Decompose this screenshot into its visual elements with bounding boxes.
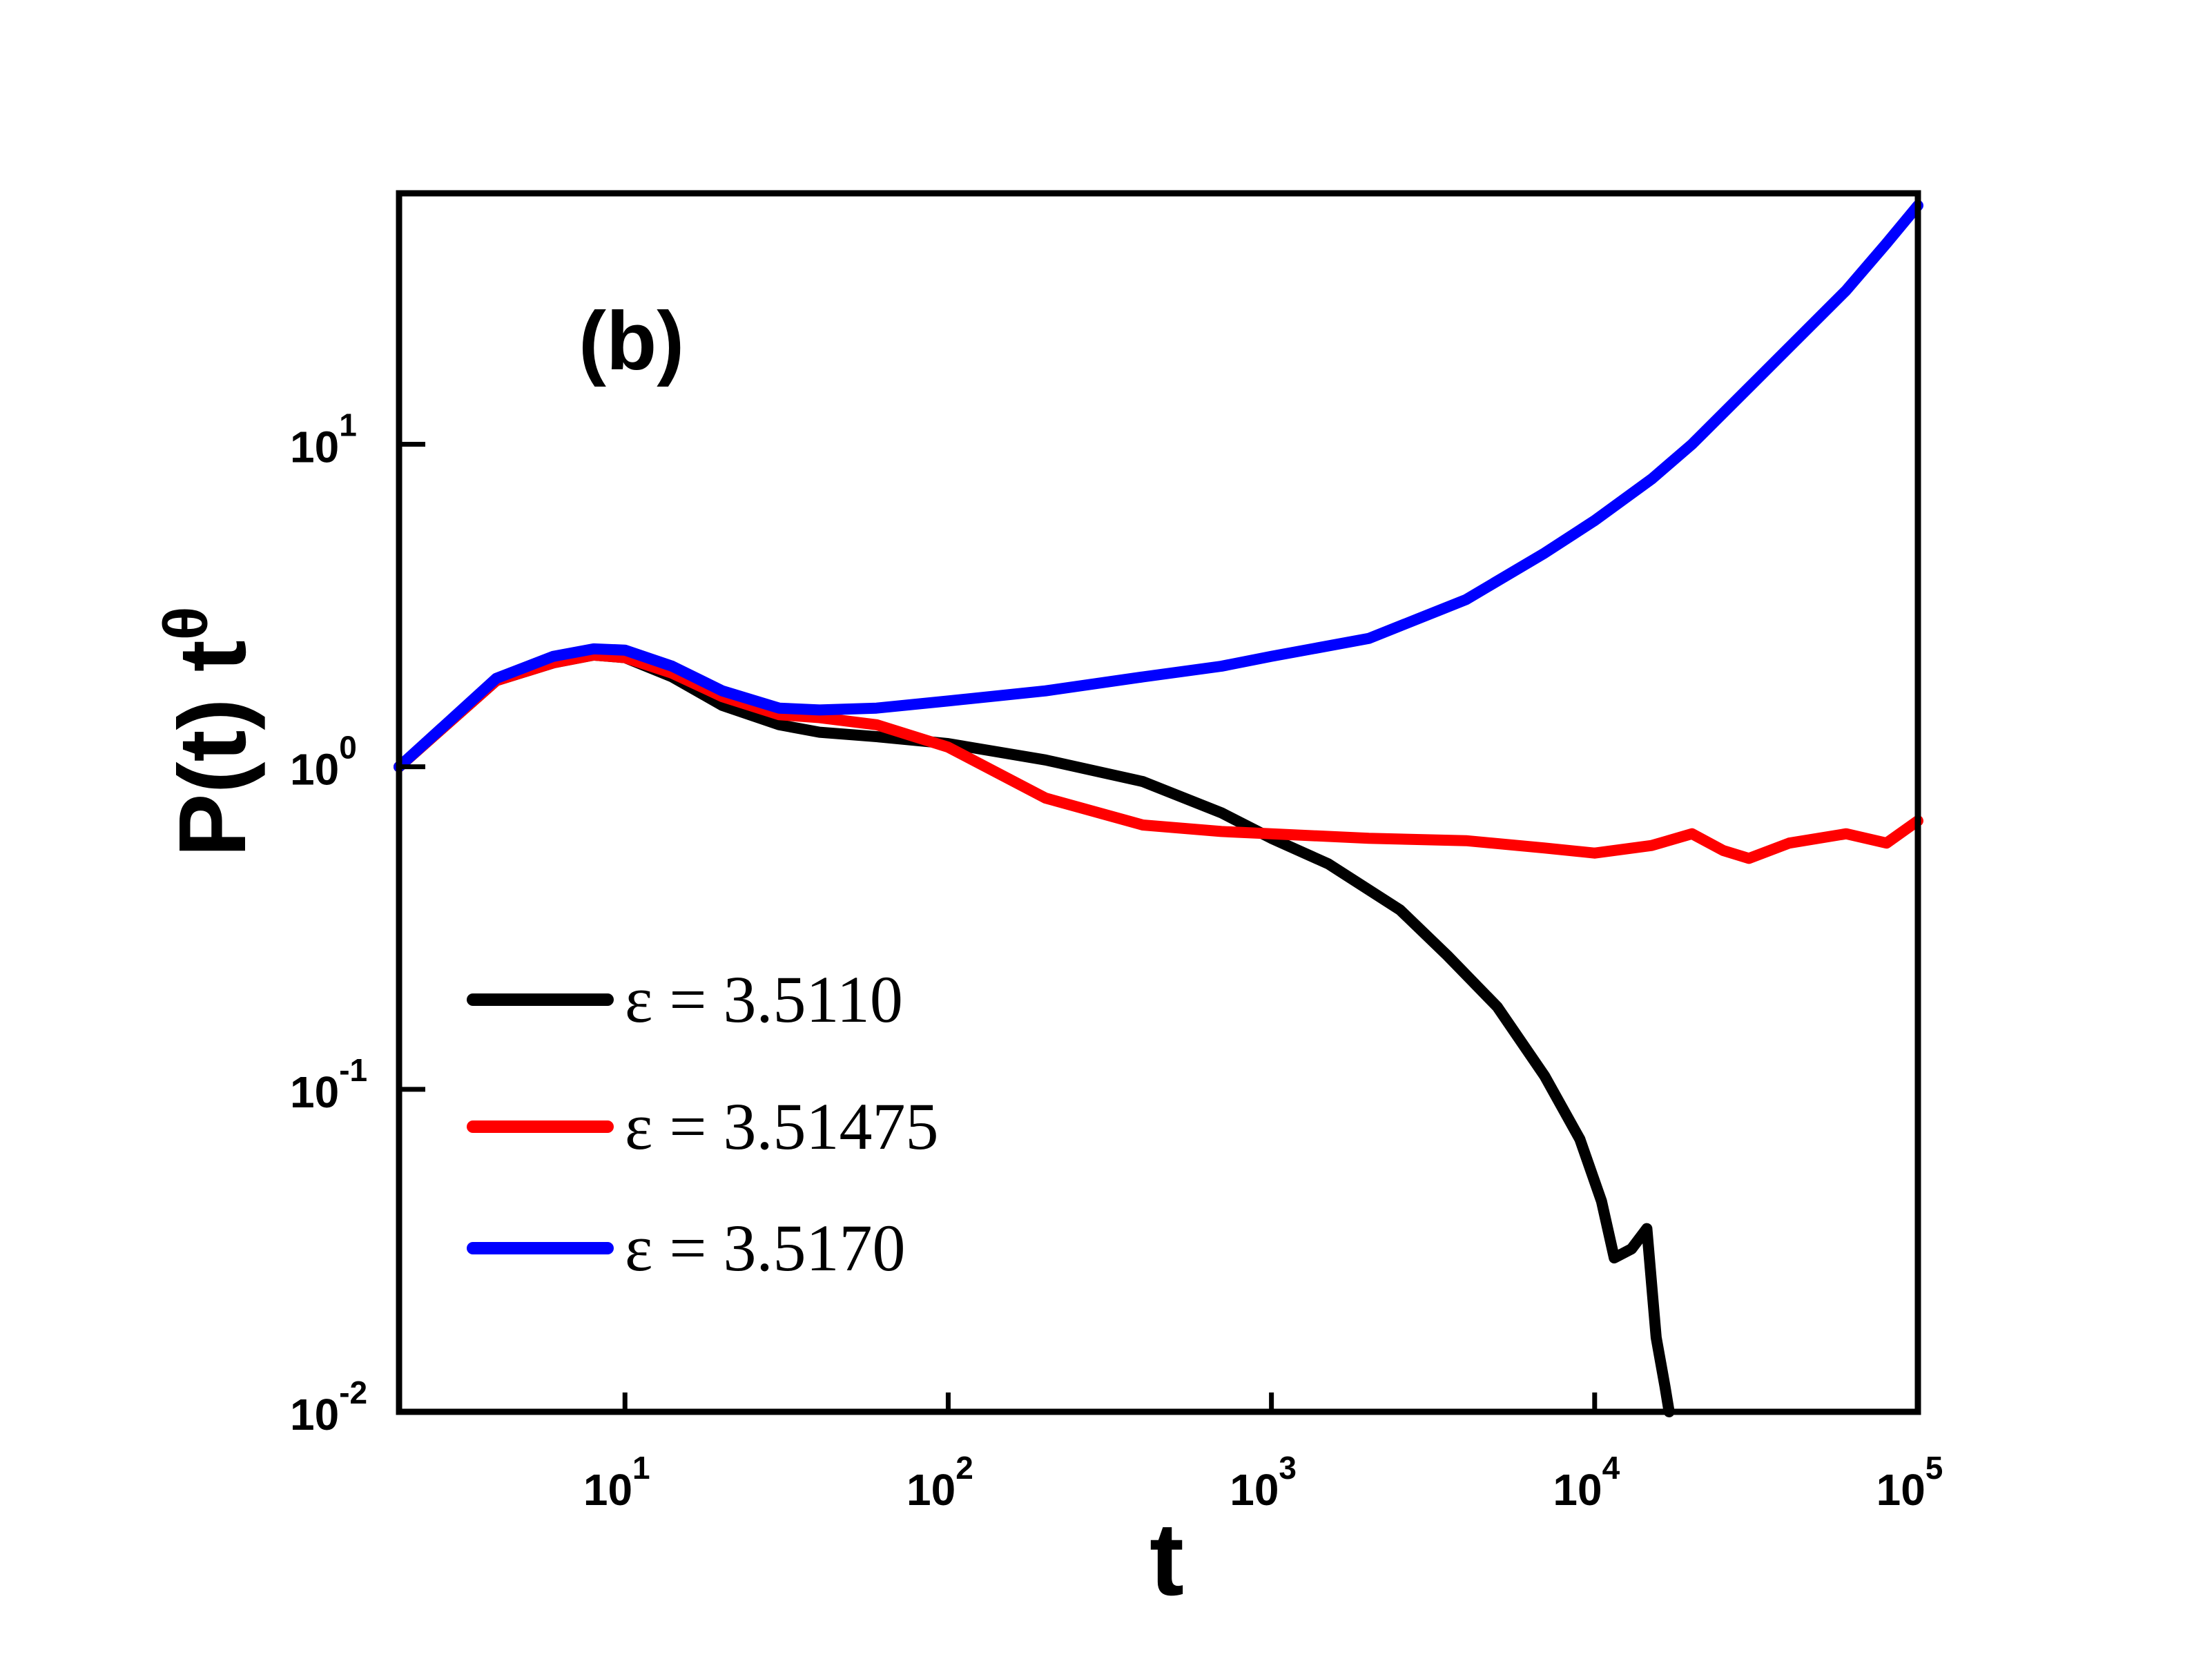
series-line-2 <box>394 649 1923 864</box>
y-axis-title: P(t) tθ <box>152 607 266 857</box>
x-axis-ticks: 101 102 103 104 105 <box>583 1392 1943 1515</box>
x-axis-title: t <box>1149 1501 1184 1617</box>
legend-label-1: ε = 3.5110 <box>625 962 903 1036</box>
plot-frame <box>396 190 1921 1415</box>
x-tick-label-5: 105 <box>1876 1450 1943 1515</box>
y-tick-label-4: 101 <box>290 407 357 472</box>
y-axis-title-sup: θ <box>152 607 221 641</box>
svg-text:P(t) tθ: P(t) tθ <box>152 607 266 857</box>
panel-label: (b) <box>579 295 684 387</box>
series-layer <box>394 200 1923 1417</box>
plot-area <box>394 190 1923 1417</box>
series-line-3 <box>394 200 1923 773</box>
y-tick-label-1: 10-2 <box>290 1375 367 1439</box>
series-line-1 <box>394 649 1675 1417</box>
legend-label-3: ε = 3.5170 <box>625 1211 905 1285</box>
x-tick-label-2: 102 <box>906 1450 973 1515</box>
y-tick-label-2: 10-1 <box>290 1052 367 1117</box>
x-tick-label-1: 101 <box>583 1450 650 1515</box>
y-axis-ticks: 10-2 10-1 100 101 <box>290 407 425 1439</box>
legend: ε = 3.5110 ε = 3.51475 ε = 3.5170 <box>467 962 938 1285</box>
x-tick-label-4: 104 <box>1553 1450 1620 1515</box>
y-tick-label-3: 100 <box>290 730 357 795</box>
x-tick-label-3: 103 <box>1230 1450 1297 1515</box>
y-axis-title-main: P(t) t <box>159 640 266 857</box>
legend-label-2: ε = 3.51475 <box>625 1089 938 1163</box>
